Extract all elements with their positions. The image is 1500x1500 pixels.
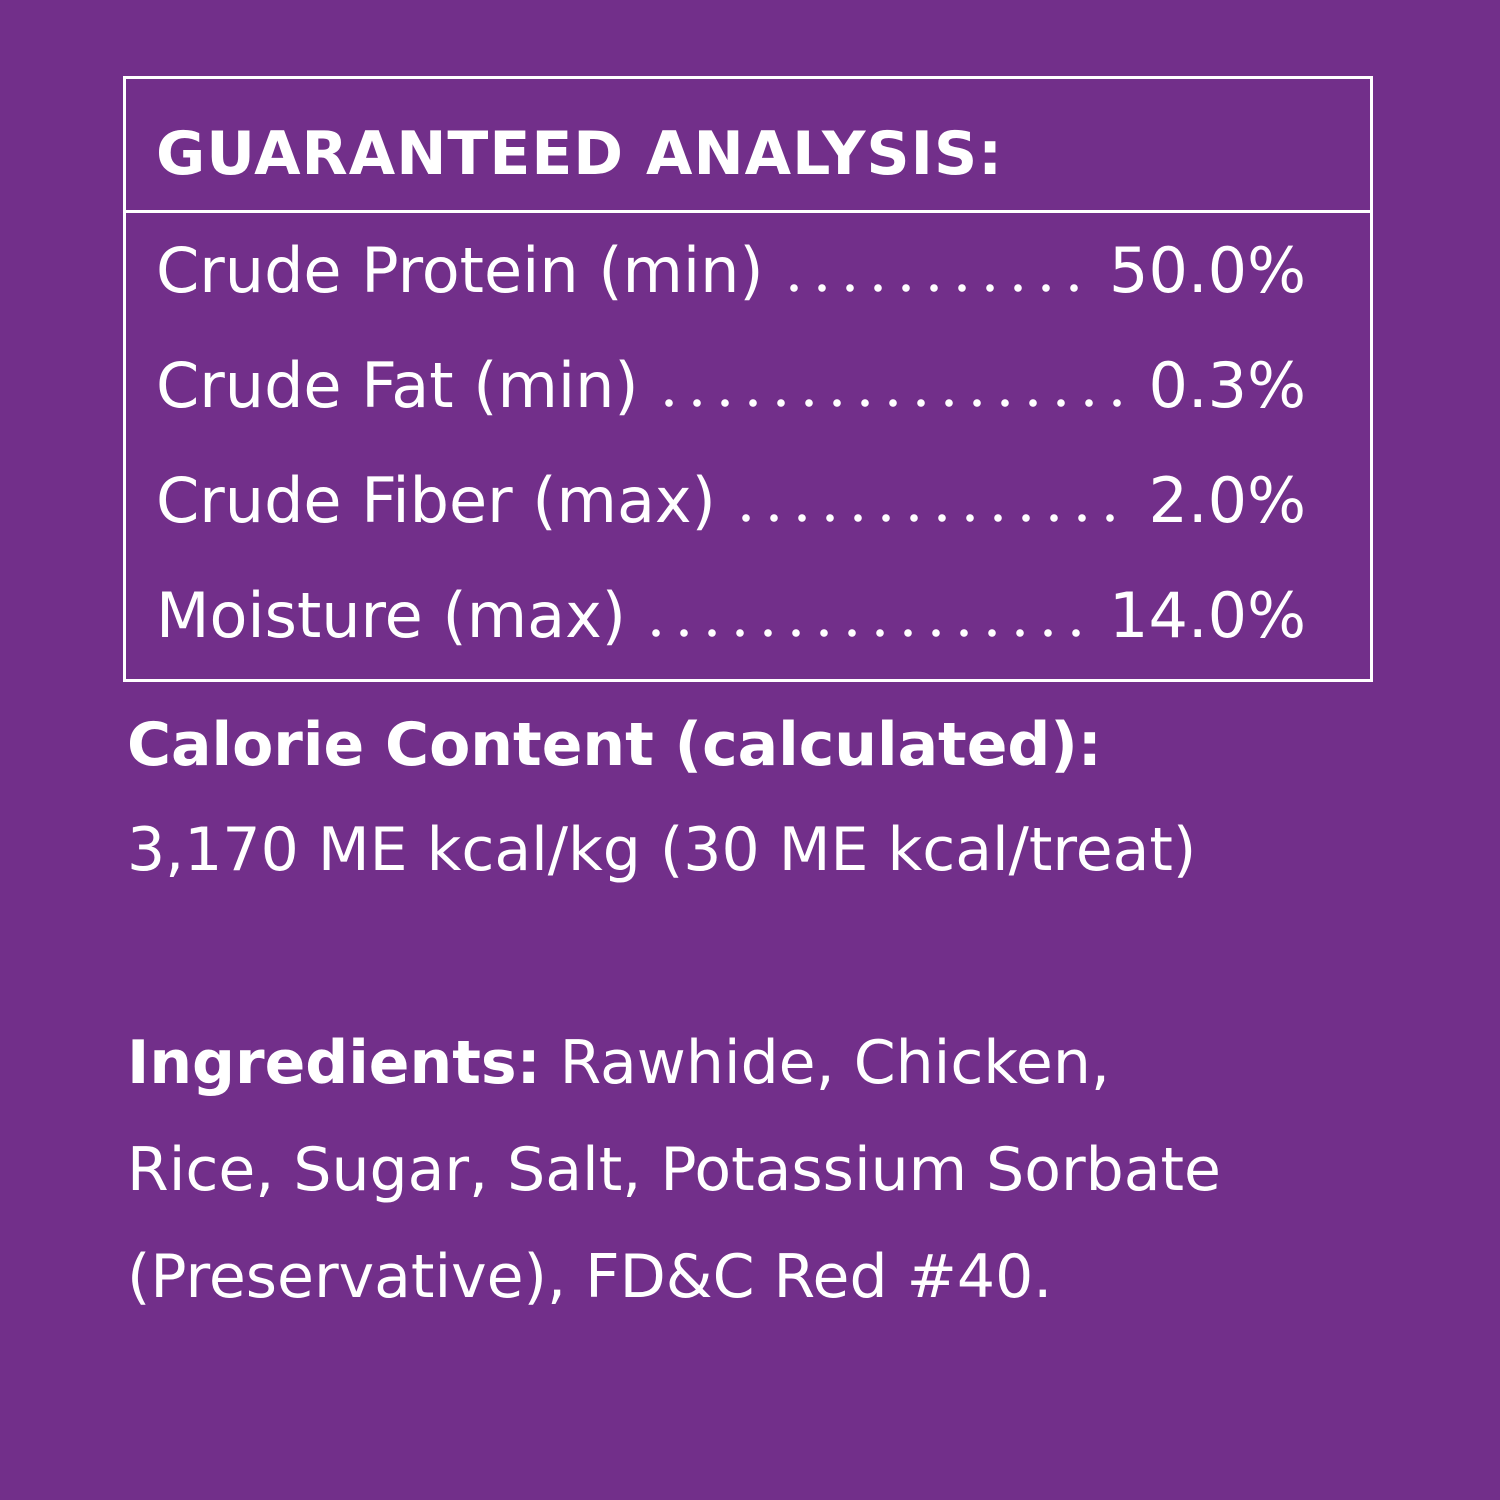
analysis-box: GUARANTEED ANALYSIS: Crude Protein (min)… bbox=[123, 76, 1373, 682]
ingredients-text: Rawhide, Chicken, Rice, Sugar, Salt, Pot… bbox=[127, 1028, 1221, 1312]
ingredients: Ingredients: Rawhide, Chicken, Rice, Sug… bbox=[127, 1010, 1227, 1331]
nutrient-value: 50.0% bbox=[1109, 234, 1306, 307]
nutrient-value: 2.0% bbox=[1148, 464, 1306, 537]
analysis-row: Crude Fiber (max) 2.0% bbox=[156, 443, 1306, 558]
leader-dots bbox=[654, 399, 1133, 407]
analysis-title: GUARANTEED ANALYSIS: bbox=[126, 79, 1370, 213]
analysis-row: Moisture (max) 14.0% bbox=[156, 558, 1306, 673]
calorie-heading: Calorie Content (calculated): bbox=[127, 710, 1102, 780]
nutrient-label: Moisture (max) bbox=[156, 579, 626, 652]
nutrient-label: Crude Fat (min) bbox=[156, 349, 639, 422]
nutrient-value: 14.0% bbox=[1109, 579, 1306, 652]
nutrient-value: 0.3% bbox=[1148, 349, 1306, 422]
nutrient-label: Crude Fiber (max) bbox=[156, 464, 716, 537]
leader-dots bbox=[731, 514, 1133, 522]
ingredients-label: Ingredients: bbox=[127, 1028, 541, 1098]
leader-dots bbox=[642, 629, 1094, 637]
analysis-rows: Crude Protein (min) 50.0% Crude Fat (min) 0… bbox=[126, 213, 1370, 673]
nutrient-label: Crude Protein (min) bbox=[156, 234, 764, 307]
analysis-row: Crude Fat (min) 0.3% bbox=[156, 328, 1306, 443]
analysis-row: Crude Protein (min) 50.0% bbox=[156, 213, 1306, 328]
leader-dots bbox=[779, 284, 1094, 292]
calorie-text: 3,170 ME kcal/kg (30 ME kcal/treat) bbox=[127, 815, 1197, 885]
